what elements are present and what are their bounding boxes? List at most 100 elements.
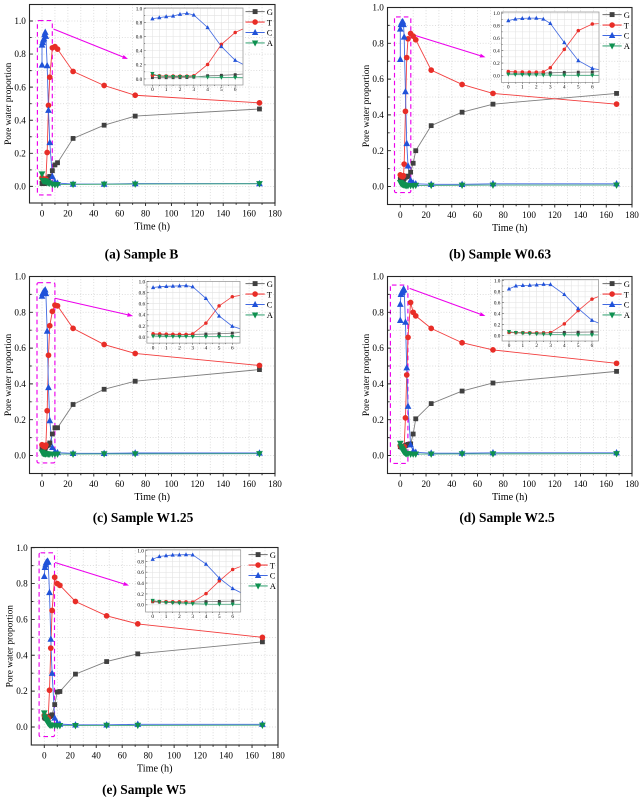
svg-text:4: 4 <box>205 614 208 620</box>
svg-text:0.6: 0.6 <box>372 74 384 84</box>
svg-text:C: C <box>267 300 273 310</box>
svg-text:3: 3 <box>191 345 194 351</box>
svg-text:80: 80 <box>499 210 509 220</box>
svg-text:2: 2 <box>178 614 181 620</box>
svg-text:1.0: 1.0 <box>14 272 26 282</box>
svg-text:0: 0 <box>42 751 47 761</box>
svg-text:3: 3 <box>191 614 194 620</box>
svg-text:Pore water proportion: Pore water proportion <box>4 62 14 145</box>
svg-text:3: 3 <box>549 85 552 91</box>
svg-text:4: 4 <box>206 87 209 93</box>
svg-text:0.2: 0.2 <box>139 324 146 330</box>
svg-text:0.6: 0.6 <box>139 302 146 308</box>
svg-text:0.6: 0.6 <box>372 343 384 353</box>
svg-text:G: G <box>267 7 273 17</box>
svg-text:0.6: 0.6 <box>137 570 144 576</box>
svg-text:60: 60 <box>115 479 125 489</box>
svg-text:20: 20 <box>421 210 431 220</box>
svg-text:0.8: 0.8 <box>14 49 26 59</box>
svg-text:5: 5 <box>220 87 223 93</box>
svg-text:Time (h): Time (h) <box>134 222 170 233</box>
svg-text:Pore water proportion: Pore water proportion <box>362 65 372 148</box>
svg-text:20: 20 <box>63 209 73 219</box>
svg-text:60: 60 <box>473 479 483 489</box>
svg-text:G: G <box>624 279 630 289</box>
svg-text:0: 0 <box>398 210 403 220</box>
svg-text:A: A <box>624 310 631 320</box>
svg-text:100: 100 <box>165 209 179 219</box>
svg-text:0: 0 <box>151 614 154 620</box>
svg-text:1: 1 <box>165 345 168 351</box>
svg-text:0.8: 0.8 <box>14 307 26 317</box>
svg-text:140: 140 <box>219 751 233 761</box>
svg-text:1.0: 1.0 <box>494 278 501 284</box>
svg-text:80: 80 <box>141 209 151 219</box>
svg-text:0.0: 0.0 <box>139 335 146 341</box>
svg-text:(d) Sample W2.5: (d) Sample W2.5 <box>459 510 555 525</box>
svg-text:0.4: 0.4 <box>14 379 26 389</box>
svg-text:180: 180 <box>271 751 285 761</box>
svg-text:140: 140 <box>216 209 230 219</box>
svg-text:0.0: 0.0 <box>372 182 384 192</box>
svg-text:4: 4 <box>563 85 566 91</box>
svg-text:5: 5 <box>218 614 221 620</box>
svg-text:0.4: 0.4 <box>14 115 26 125</box>
svg-text:0: 0 <box>152 345 155 351</box>
svg-text:1: 1 <box>521 85 524 91</box>
svg-text:2: 2 <box>178 345 181 351</box>
svg-text:0.0: 0.0 <box>136 77 143 83</box>
svg-text:0.2: 0.2 <box>372 146 384 156</box>
svg-text:1.0: 1.0 <box>139 279 146 285</box>
svg-text:40: 40 <box>447 210 457 220</box>
svg-text:0: 0 <box>40 209 45 219</box>
svg-text:80: 80 <box>144 751 154 761</box>
svg-text:1.0: 1.0 <box>137 548 144 554</box>
svg-text:0.8: 0.8 <box>372 307 384 317</box>
svg-text:0.2: 0.2 <box>14 415 26 425</box>
svg-text:100: 100 <box>165 479 179 489</box>
svg-text:Time (h): Time (h) <box>492 223 528 234</box>
svg-text:180: 180 <box>625 210 639 220</box>
svg-text:40: 40 <box>447 479 457 489</box>
svg-text:C: C <box>624 31 630 41</box>
svg-text:100: 100 <box>167 751 181 761</box>
svg-text:0.2: 0.2 <box>137 592 144 598</box>
svg-text:120: 120 <box>193 751 207 761</box>
svg-text:0.2: 0.2 <box>16 686 28 696</box>
svg-text:5: 5 <box>218 345 221 351</box>
svg-text:60: 60 <box>118 751 128 761</box>
svg-text:140: 140 <box>216 479 230 489</box>
svg-text:G: G <box>624 10 630 20</box>
svg-text:40: 40 <box>89 479 99 489</box>
svg-text:0.0: 0.0 <box>14 182 26 192</box>
svg-text:A: A <box>270 581 277 591</box>
svg-text:0.8: 0.8 <box>372 38 384 48</box>
svg-text:0.4: 0.4 <box>137 581 144 587</box>
svg-text:160: 160 <box>599 479 613 489</box>
svg-text:0.8: 0.8 <box>16 579 28 589</box>
svg-text:1: 1 <box>165 87 168 93</box>
svg-text:Time (h): Time (h) <box>134 492 170 503</box>
svg-text:6: 6 <box>591 85 594 91</box>
svg-text:140: 140 <box>574 210 588 220</box>
svg-text:0.6: 0.6 <box>136 35 143 41</box>
svg-text:160: 160 <box>599 210 613 220</box>
svg-text:2: 2 <box>179 87 182 93</box>
svg-text:180: 180 <box>625 479 639 489</box>
svg-text:5: 5 <box>577 85 580 91</box>
svg-text:0: 0 <box>151 87 154 93</box>
svg-text:6: 6 <box>231 345 234 351</box>
svg-text:0.0: 0.0 <box>372 451 384 461</box>
svg-text:T: T <box>624 20 630 30</box>
svg-text:A: A <box>267 38 274 48</box>
svg-text:2: 2 <box>535 343 538 349</box>
svg-text:0.4: 0.4 <box>494 311 501 317</box>
svg-text:C: C <box>270 571 276 581</box>
svg-text:80: 80 <box>141 479 151 489</box>
svg-text:6: 6 <box>234 87 237 93</box>
svg-text:0.6: 0.6 <box>16 615 28 625</box>
svg-text:60: 60 <box>115 209 125 219</box>
svg-text:0.4: 0.4 <box>139 313 146 319</box>
svg-text:0.8: 0.8 <box>136 20 143 26</box>
svg-text:0: 0 <box>398 479 403 489</box>
